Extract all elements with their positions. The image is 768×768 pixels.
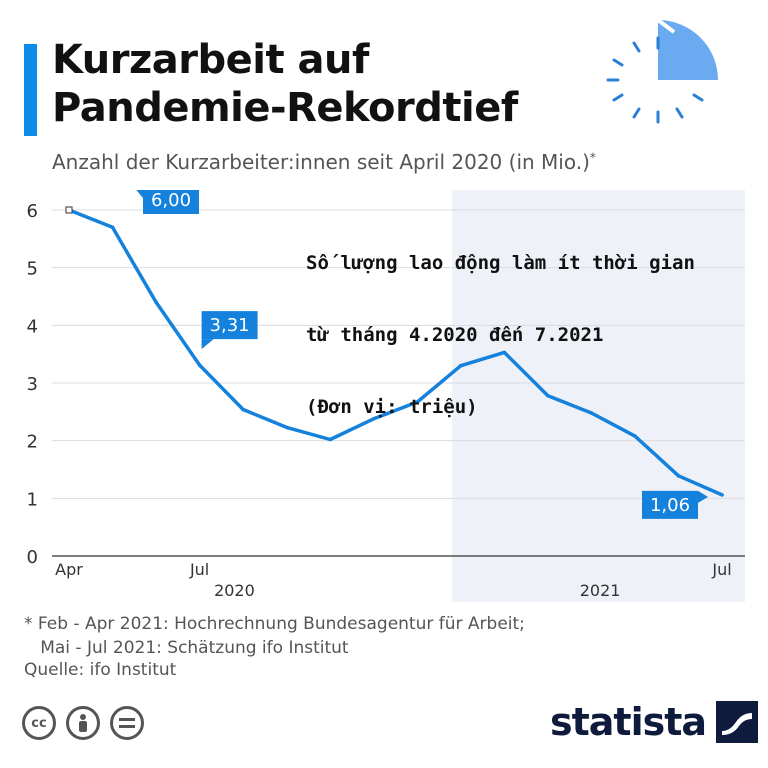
annotation-line-2: từ tháng 4.2020 đến 7.2021 [306, 324, 604, 346]
data-label-box [201, 311, 258, 340]
title-line-2: Pandemie-Rekordtief [52, 85, 518, 131]
chart-annotation: Số lượng lao động làm ít thời gian từ th… [306, 209, 695, 461]
data-label-tail [136, 190, 143, 198]
data-label-tail [698, 490, 708, 503]
x-tick-label: Apr [55, 560, 83, 579]
data-label-box [143, 190, 199, 214]
person-icon[interactable] [66, 706, 100, 740]
y-tick-label: 3 [27, 374, 38, 395]
data-label: 1,06 [642, 490, 708, 519]
source-text: Quelle: ifo Institut [24, 660, 177, 680]
data-point [415, 400, 420, 404]
title-accent-bar [24, 44, 37, 136]
title-line-1: Kurzarbeit auf [52, 37, 369, 83]
brand-name: statista [550, 700, 707, 744]
annotation-line-3: (Đơn vị: triệu) [306, 396, 478, 418]
start-marker [65, 206, 73, 214]
y-tick-label: 5 [27, 259, 38, 280]
annotation-line-1: Số lượng lao động làm ít thời gian [306, 252, 695, 274]
data-label-text: 1,06 [650, 495, 690, 516]
data-point [589, 411, 594, 415]
year-label: 2021 [580, 581, 621, 600]
data-point [197, 363, 202, 367]
data-label: 3,31 [201, 311, 258, 350]
footnote-line-1: * Feb - Apr 2021: Hochrechnung Bundesage… [24, 614, 525, 634]
data-label-tail [201, 339, 214, 350]
y-tick-label: 4 [27, 316, 38, 337]
y-tick-label: 1 [27, 489, 38, 510]
chart-title: Kurzarbeit auf Pandemie-Rekordtief [52, 36, 572, 132]
data-label-text: 6,00 [151, 190, 191, 211]
data-point [676, 474, 681, 478]
data-point [241, 407, 245, 412]
data-point [459, 363, 463, 368]
data-point [546, 393, 550, 398]
subtitle-footnote-mark: * [589, 150, 596, 165]
data-point [110, 225, 115, 230]
cc-icon[interactable]: cc [22, 706, 56, 740]
year-label: 2020 [214, 581, 255, 600]
data-label-box [642, 490, 698, 519]
x-tick-label: Jul [189, 560, 209, 579]
y-tick-label: 2 [27, 432, 38, 453]
data-label-text: 3,31 [210, 315, 250, 336]
line-chart: 0 1 2 3 4 5 6 Apr Jul Jul 2020 2021 6,00 3,31 1,06 [27, 190, 745, 602]
data-point [720, 493, 724, 497]
series-line [67, 208, 724, 497]
stopwatch-wedge [658, 20, 718, 80]
x-tick-label: Jul [711, 560, 731, 579]
equals-icon[interactable] [110, 706, 144, 740]
subtitle-text: Anzahl der Kurzarbeiter:innen seit April… [52, 150, 590, 174]
y-tick-label: 6 [27, 201, 38, 222]
statista-logo-icon [716, 701, 759, 743]
footnote: * Feb - Apr 2021: Hochrechnung Bundesage… [24, 612, 525, 660]
brand[interactable]: statista [550, 700, 759, 744]
forecast-band [452, 190, 745, 602]
stopwatch-icon [606, 18, 718, 124]
data-label: 6,00 [136, 190, 199, 214]
license-icons: cc [22, 706, 144, 740]
data-point [154, 300, 158, 305]
footnote-line-2: Mai - Jul 2021: Schätzung ifo Institut [24, 638, 349, 658]
data-point [371, 416, 376, 421]
y-tick-label: 0 [27, 547, 38, 568]
data-point [284, 425, 289, 430]
data-point [328, 437, 333, 442]
data-point [502, 350, 507, 355]
data-point [633, 434, 637, 438]
chart-subtitle: Anzahl der Kurzarbeiter:innen seit April… [52, 150, 596, 174]
